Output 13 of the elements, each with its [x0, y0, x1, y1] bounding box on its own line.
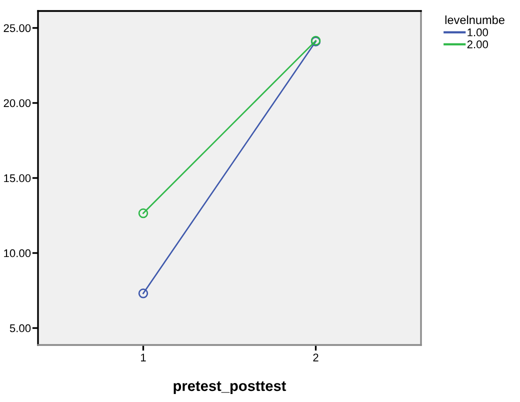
y-tick-label: 10.00: [4, 249, 31, 258]
y-tick-label: 15.00: [4, 174, 31, 182]
point: [138, 288, 148, 298]
y-tick-label: 5.00: [10, 324, 31, 332]
legend-label: 1.00: [468, 28, 488, 36]
y-tick-label: 25.00: [4, 24, 31, 32]
x-tick-label: 2: [313, 354, 318, 362]
x-tick-label: 1: [140, 354, 146, 362]
x-axis-title: pretest_posttest: [174, 381, 286, 394]
legend-title: levelnumbe: [445, 15, 504, 24]
point: [138, 208, 148, 218]
y-tick-label: 20.00: [4, 99, 31, 108]
legend-label: 2.00: [467, 40, 488, 48]
